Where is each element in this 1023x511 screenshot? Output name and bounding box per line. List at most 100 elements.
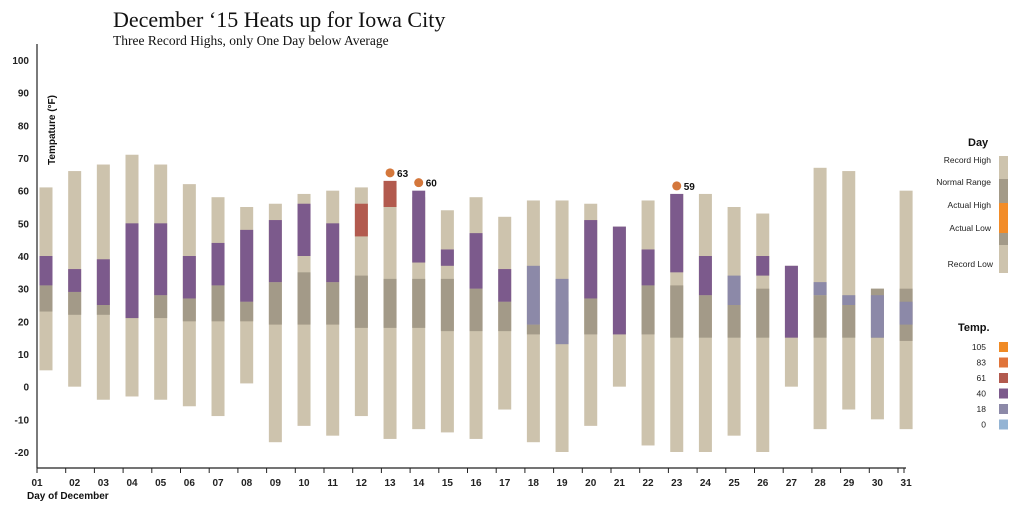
actual-range-bar <box>584 220 598 299</box>
legend-swatch-record-high <box>999 156 1008 179</box>
record-range-bar <box>842 171 856 410</box>
actual-range-bar <box>870 295 884 338</box>
x-tick-label: 21 <box>614 478 626 489</box>
normal-range-bar <box>354 275 368 328</box>
legend-label-normal-range: Normal Range <box>936 177 991 187</box>
day-bar-group <box>498 216 512 410</box>
legend-temp-label: 0 <box>981 420 986 430</box>
legend-temp-label: 105 <box>972 342 986 352</box>
actual-range-bar <box>756 256 770 276</box>
day-bar-group <box>211 197 225 417</box>
y-tick-label: 50 <box>18 219 30 230</box>
x-tick-label: 23 <box>671 478 683 489</box>
y-tick-label: 40 <box>18 252 30 263</box>
day-bar-group <box>526 200 540 443</box>
day-bar-group <box>842 171 856 410</box>
normal-range-bar <box>383 278 397 328</box>
x-tick-label: 31 <box>901 478 913 489</box>
legend-swatch-record-low <box>999 245 1008 273</box>
normal-range-bar <box>240 301 254 322</box>
day-bar-group <box>182 184 196 407</box>
y-tick-label: 100 <box>12 56 29 67</box>
actual-range-bar <box>612 226 626 335</box>
actual-range-bar <box>39 256 53 286</box>
day-bar-group <box>412 190 426 430</box>
x-tick-label: 12 <box>356 478 368 489</box>
x-tick-label: 20 <box>585 478 597 489</box>
actual-range-bar <box>96 259 110 305</box>
day-bar-group <box>555 200 569 452</box>
normal-range-bar <box>268 282 282 325</box>
legend-temp-swatch <box>999 342 1008 352</box>
normal-range-bar <box>182 298 196 322</box>
actual-range-bar <box>813 282 827 296</box>
normal-range-bar <box>440 278 454 332</box>
x-tick-label: 25 <box>729 478 741 489</box>
day-bar-group <box>813 167 827 430</box>
day-bar-group <box>125 154 139 397</box>
actual-range-bar <box>412 190 426 263</box>
day-bar-group <box>899 190 913 430</box>
day-bar-group <box>68 171 82 387</box>
chart-subtitle: Three Record Highs, only One Day below A… <box>113 33 389 48</box>
x-tick-label: 15 <box>442 478 454 489</box>
x-tick-label: 06 <box>184 478 196 489</box>
day-bar-group <box>584 203 598 426</box>
actual-range-bar <box>784 265 798 338</box>
day-bar-group <box>240 207 254 384</box>
day-bar-group <box>354 187 368 417</box>
legend-temp-label: 83 <box>977 358 987 368</box>
actual-range-bar <box>526 265 540 325</box>
x-tick-label: 14 <box>413 478 425 489</box>
record-high-label: 59 <box>684 182 696 193</box>
x-tick-label: 11 <box>327 478 338 489</box>
record-high-label: 60 <box>426 179 438 190</box>
actual-range-bar <box>240 229 254 302</box>
normal-range-bar <box>698 295 712 338</box>
actual-range-bar <box>698 256 712 296</box>
normal-range-bar <box>154 295 168 319</box>
day-bar-group <box>756 213 770 452</box>
x-tick-label: 16 <box>470 478 482 489</box>
normal-range-bar <box>584 298 598 335</box>
actual-range-bar <box>383 180 397 207</box>
day-bar-group <box>154 164 168 400</box>
x-tick-label: 01 <box>31 478 43 489</box>
x-tick-label: 30 <box>872 478 884 489</box>
day-bar-group <box>612 226 626 387</box>
normal-range-bar <box>211 285 225 322</box>
actual-range-bar <box>125 223 139 319</box>
y-tick-label: 0 <box>23 383 29 394</box>
day-bar-group <box>670 193 684 452</box>
day-bar-group <box>440 210 454 433</box>
legend-label-record-high: Record High <box>944 155 992 165</box>
actual-range-bar <box>727 275 741 305</box>
y-tick-label: 60 <box>18 187 30 198</box>
legend-temp-title: Temp. <box>958 322 990 334</box>
x-tick-label: 18 <box>528 478 540 489</box>
y-tick-label: 70 <box>18 154 30 165</box>
legend-temp: Temp. 105 83 61 40 18 0 <box>958 322 1008 430</box>
actual-range-bar <box>354 203 368 237</box>
x-tick-label: 10 <box>298 478 310 489</box>
normal-range-bar <box>526 324 540 335</box>
day-bar-group <box>383 180 397 439</box>
x-ticks: 01 02 03 04 05 06 07 08 09 10 11 12 13 14 15 16 17 18 19 20… <box>31 468 912 489</box>
day-bars <box>39 154 913 452</box>
day-bar-group <box>469 197 483 439</box>
record-high-dot <box>414 178 424 188</box>
day-bar-group <box>727 207 741 436</box>
legend-swatch-actual-range <box>999 203 1008 233</box>
legend-temp-swatch <box>999 357 1008 368</box>
x-tick-label: 24 <box>700 478 712 489</box>
normal-range-bar <box>756 288 770 338</box>
y-tick-label: 80 <box>18 121 30 132</box>
normal-range-bar <box>297 272 311 325</box>
actual-range-bar <box>68 269 82 292</box>
normal-range-bar <box>412 278 426 328</box>
actual-range-bar <box>154 223 168 296</box>
day-bar-group <box>870 288 884 420</box>
legend-temp-label: 40 <box>977 389 987 399</box>
day-bar-group <box>268 203 282 443</box>
